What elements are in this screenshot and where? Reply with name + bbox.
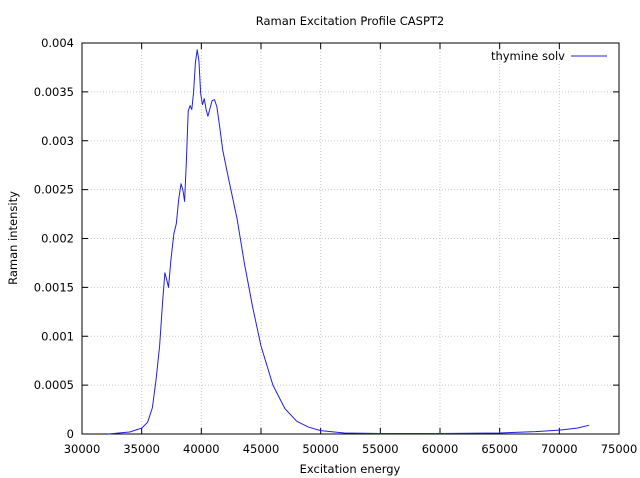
y-tick-label: 0 [67,427,74,441]
x-tick-label: 75000 [601,442,638,456]
x-tick-label: 35000 [123,442,160,456]
grid-lines [82,43,619,434]
x-tick-label: 45000 [243,442,280,456]
y-tick-label: 0.001 [41,329,74,343]
y-tick-label: 0.0035 [34,85,74,99]
x-tick-label: 55000 [362,442,399,456]
y-axis-label: Raman intensity [6,191,20,285]
series-layer [108,49,590,435]
y-tick-label: 0.0005 [34,378,74,392]
y-tick-label: 0.0015 [34,280,74,294]
y-tick-label: 0.002 [41,232,74,246]
x-tick-label: 70000 [541,442,578,456]
y-tick-label: 0.003 [41,134,74,148]
x-axis-label: Excitation energy [300,462,401,476]
y-tick-label: 0.0025 [34,183,74,197]
x-tick-label: 50000 [302,442,339,456]
axis-ticks: 30000 35000 40000 45000 50000 55000 60000 65000… [34,36,638,456]
chart-title: Raman Excitation Profile CASPT2 [256,14,445,28]
x-tick-label: 65000 [481,442,518,456]
x-tick-label: 40000 [183,442,220,456]
y-tick-label: 0.004 [41,36,74,50]
x-tick-label: 30000 [64,442,101,456]
x-tick-label: 60000 [422,442,459,456]
legend: thymine solv [491,49,607,63]
series-line-thymine-solv [108,49,590,435]
legend-label: thymine solv [491,49,565,63]
